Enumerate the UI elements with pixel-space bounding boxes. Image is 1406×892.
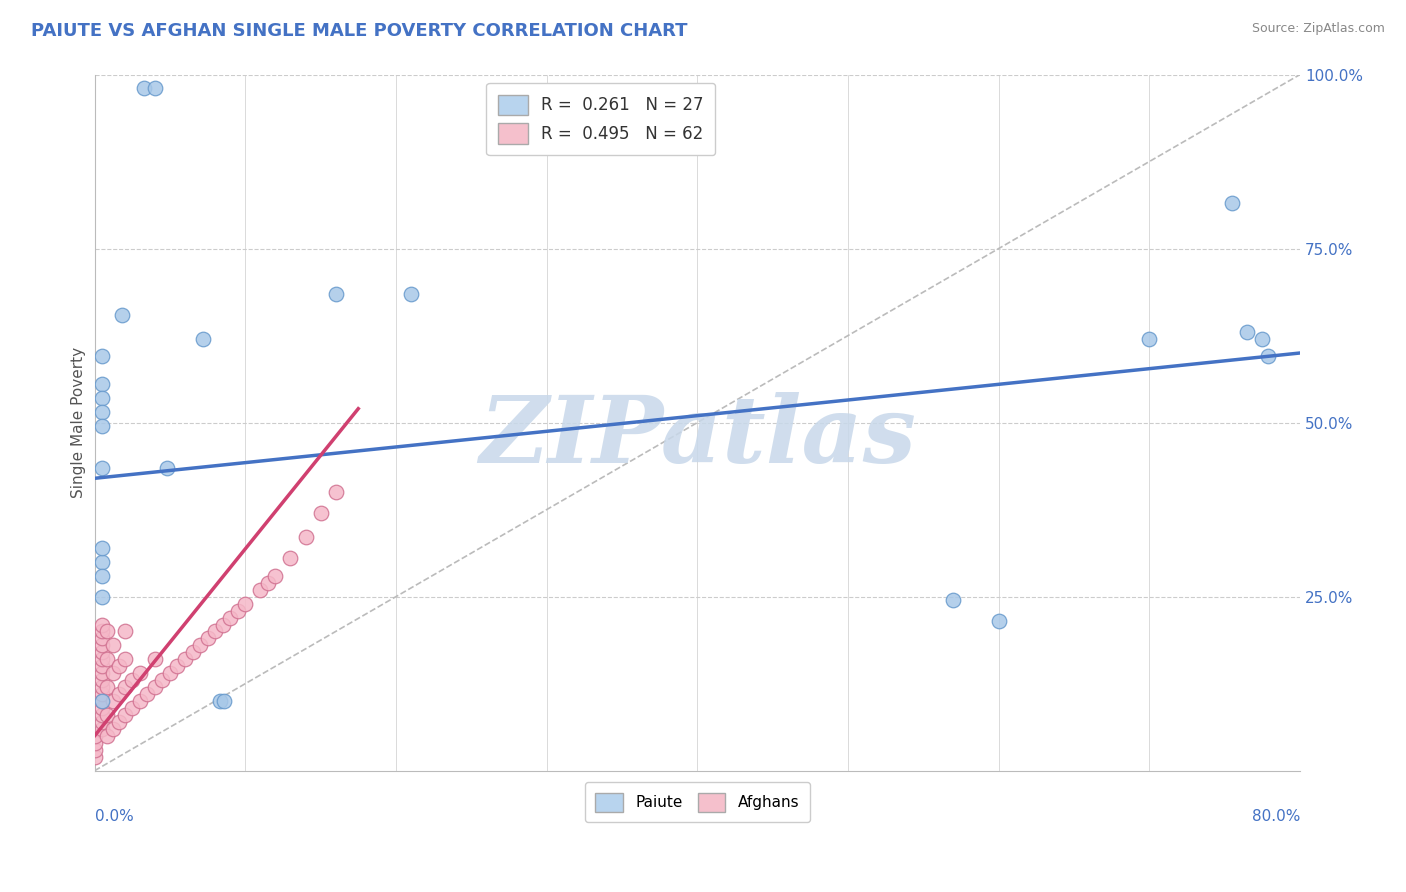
Point: [91, 624, 114, 639]
Point: [114, 624, 136, 639]
Point: [91, 639, 114, 653]
Point: [257, 575, 280, 590]
Point: [1236, 325, 1258, 339]
Point: [91, 555, 114, 569]
Text: 0.0%: 0.0%: [94, 809, 134, 824]
Point: [91, 419, 114, 434]
Point: [91, 350, 114, 364]
Point: [294, 531, 316, 545]
Point: [280, 551, 302, 566]
Point: [91, 652, 114, 666]
Point: [83, 729, 105, 743]
Point: [309, 506, 332, 520]
Point: [91, 405, 114, 419]
Point: [101, 694, 124, 708]
Text: 80.0%: 80.0%: [1251, 809, 1301, 824]
Y-axis label: Single Male Poverty: Single Male Poverty: [72, 347, 86, 498]
Point: [134, 81, 156, 95]
Point: [91, 645, 114, 659]
Point: [91, 708, 114, 723]
Point: [114, 680, 136, 694]
Point: [83, 743, 105, 757]
Point: [91, 722, 114, 736]
Point: [942, 593, 965, 607]
Point: [1257, 350, 1279, 364]
Point: [91, 377, 114, 392]
Point: [91, 666, 114, 681]
Text: Source: ZipAtlas.com: Source: ZipAtlas.com: [1251, 22, 1385, 36]
Point: [121, 701, 143, 715]
Point: [96, 729, 118, 743]
Point: [1220, 196, 1243, 211]
Point: [181, 645, 204, 659]
Point: [91, 541, 114, 555]
Point: [211, 617, 233, 632]
Point: [204, 624, 226, 639]
Point: [91, 568, 114, 582]
Point: [107, 687, 129, 701]
Point: [208, 694, 231, 708]
Point: [114, 708, 136, 723]
Point: [159, 666, 181, 681]
Point: [91, 391, 114, 405]
Point: [987, 614, 1010, 628]
Point: [96, 652, 118, 666]
Point: [91, 680, 114, 694]
Point: [83, 749, 105, 764]
Point: [101, 722, 124, 736]
Point: [91, 632, 114, 646]
Point: [128, 694, 150, 708]
Point: [83, 736, 105, 750]
Point: [91, 659, 114, 673]
Text: PAIUTE VS AFGHAN SINGLE MALE POVERTY CORRELATION CHART: PAIUTE VS AFGHAN SINGLE MALE POVERTY COR…: [31, 22, 688, 40]
Point: [114, 652, 136, 666]
Point: [107, 659, 129, 673]
Point: [91, 701, 114, 715]
Point: [174, 652, 197, 666]
Point: [191, 332, 214, 346]
Point: [91, 714, 114, 729]
Point: [249, 582, 271, 597]
Point: [136, 687, 159, 701]
Point: [399, 286, 422, 301]
Point: [143, 652, 166, 666]
Point: [219, 610, 242, 624]
Text: ZIPatlas: ZIPatlas: [479, 392, 915, 482]
Point: [91, 617, 114, 632]
Point: [91, 687, 114, 701]
Point: [96, 624, 118, 639]
Point: [212, 694, 235, 708]
Point: [1137, 332, 1160, 346]
Point: [91, 694, 114, 708]
Point: [156, 461, 179, 475]
Point: [107, 714, 129, 729]
Point: [121, 673, 143, 688]
Point: [197, 632, 219, 646]
Point: [226, 604, 249, 618]
Point: [233, 597, 256, 611]
Point: [188, 639, 211, 653]
Point: [1251, 332, 1274, 346]
Point: [264, 568, 287, 582]
Point: [166, 659, 188, 673]
Point: [128, 666, 150, 681]
Point: [150, 673, 173, 688]
Point: [143, 81, 166, 95]
Point: [91, 673, 114, 688]
Point: [91, 694, 114, 708]
Point: [96, 708, 118, 723]
Point: [325, 286, 347, 301]
Point: [101, 639, 124, 653]
Point: [91, 590, 114, 604]
Point: [325, 485, 347, 500]
Point: [101, 666, 124, 681]
Legend: Paiute, Afghans: Paiute, Afghans: [585, 782, 810, 822]
Point: [143, 680, 166, 694]
Point: [91, 461, 114, 475]
Point: [111, 308, 134, 322]
Point: [96, 680, 118, 694]
